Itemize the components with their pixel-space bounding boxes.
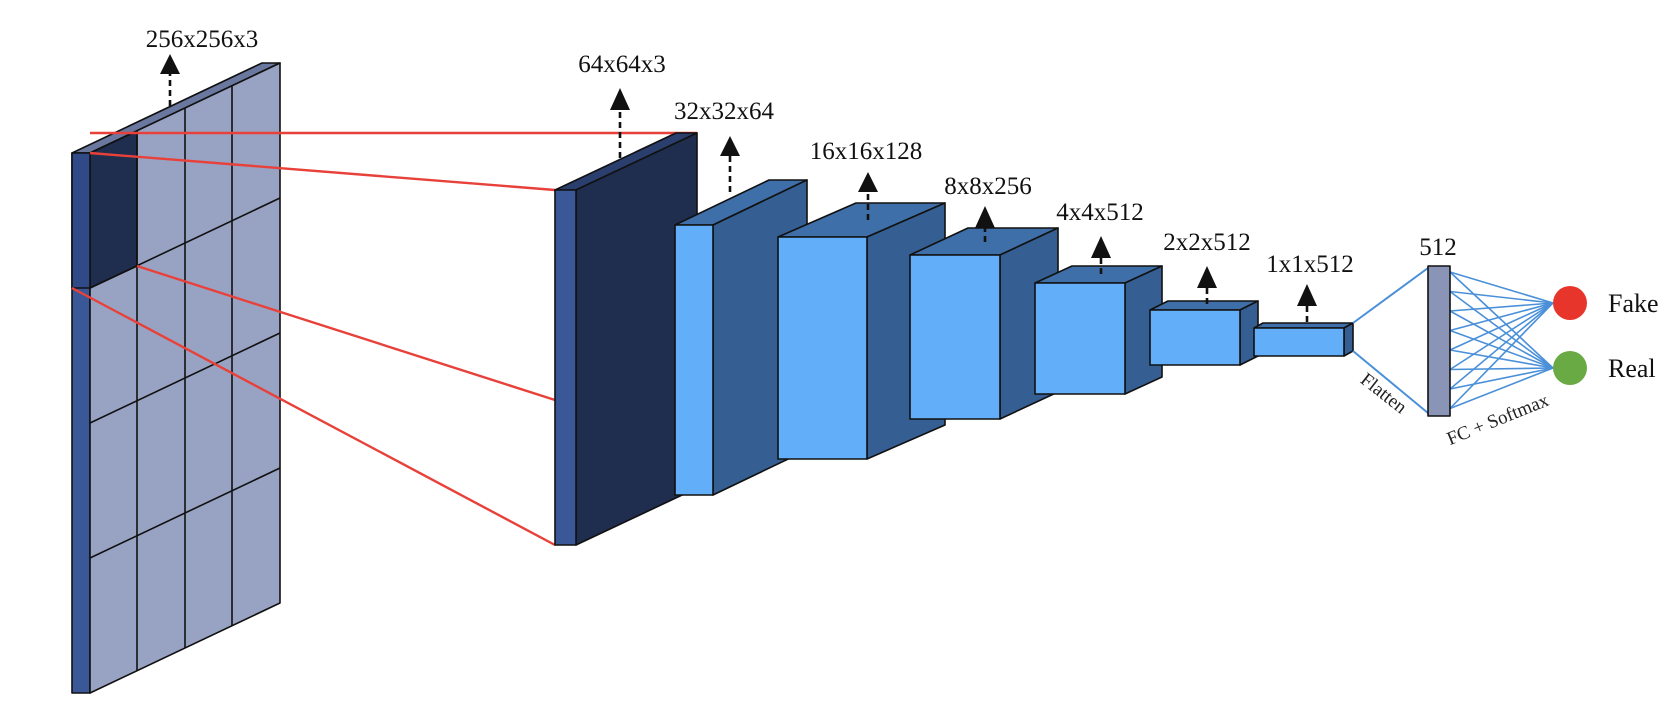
fc-connections: [1449, 271, 1554, 410]
layer-64-front: [554, 189, 577, 546]
layer-16-size-label: 16x16x128: [810, 138, 923, 165]
layer-2x2x512: 2x2x512: [1149, 229, 1259, 366]
layer-32-front: [674, 224, 714, 496]
fc-size-label: 512: [1419, 234, 1457, 261]
layer-4-size-label: 4x4x512: [1056, 199, 1144, 226]
real-output-label: Real: [1608, 354, 1656, 383]
layer-1-up-arrow: [1297, 284, 1317, 322]
fc-connection-line: [1449, 349, 1554, 369]
input-up-arrow: [160, 54, 180, 106]
fc-connection-line: [1449, 367, 1554, 371]
layer-64-up-arrow: [610, 88, 630, 158]
fc-connection-line: [1449, 302, 1554, 332]
fc-connection-line: [1449, 271, 1554, 304]
projection-lines: [71, 131, 697, 547]
fc-connection-line: [1449, 290, 1554, 369]
fc-connection-line: [1449, 302, 1554, 371]
layer-4-up-arrow: [1091, 236, 1111, 274]
input-size-label: 256x256x3: [146, 26, 259, 53]
real-output-node: [1553, 351, 1587, 385]
layer-1x1x512: 1x1x512: [1253, 251, 1354, 357]
input-patch-side: [71, 152, 91, 289]
fc-connection-line: [1449, 367, 1554, 410]
layer-4-front: [1034, 282, 1126, 395]
layer-64-size-label: 64x64x3: [578, 51, 666, 78]
layer-4x4x512: 4x4x512: [1034, 199, 1163, 395]
fc-neuron-bar: [1427, 265, 1451, 417]
layer-1-side: [1343, 322, 1354, 357]
layer-8-size-label: 8x8x256: [944, 173, 1032, 200]
fc-connection-line: [1449, 271, 1554, 369]
fc-connection-line: [1449, 310, 1554, 369]
layer-16-front: [777, 236, 868, 460]
layer-2-size-label: 2x2x512: [1163, 229, 1251, 256]
output-nodes: Fake Real: [1553, 286, 1659, 385]
layer-32-size-label: 32x32x64: [674, 98, 775, 125]
input-grid-lines: [89, 86, 281, 671]
layer-32-up-arrow: [720, 136, 740, 192]
flatten-connection: Flatten: [1352, 267, 1429, 418]
layer-1-size-label: 1x1x512: [1266, 251, 1354, 278]
fc-connection-line: [1449, 302, 1554, 312]
fc-connection-line: [1449, 290, 1554, 304]
fc-connection-line: [1449, 329, 1554, 369]
fc-connection-line: [1449, 302, 1554, 390]
fake-output-label: Fake: [1608, 289, 1659, 318]
input-image-slab: 256x256x3: [71, 26, 281, 694]
fc-connection-line: [1449, 302, 1554, 351]
layer-2-front: [1149, 309, 1241, 366]
layer-16-up-arrow: [858, 172, 878, 220]
layer-2-up-arrow: [1197, 266, 1217, 304]
layer-8-front: [909, 254, 1001, 420]
fc-layer: 512 FC + Softmax: [1419, 234, 1554, 450]
layer-1-front: [1253, 327, 1345, 357]
fc-connection-line: [1449, 367, 1554, 390]
fc-connection-line: [1449, 302, 1554, 410]
layer-8-up-arrow: [975, 206, 995, 242]
fake-output-node: [1553, 286, 1587, 320]
